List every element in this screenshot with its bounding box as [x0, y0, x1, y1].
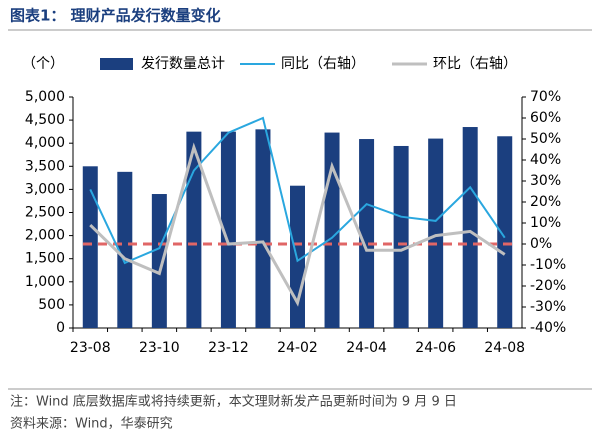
x-tick-label: 24-06 — [415, 340, 456, 356]
bar — [428, 138, 444, 328]
x-tick-label: 23-12 — [208, 340, 249, 356]
source: 资料来源：Wind，华泰研究 — [10, 417, 173, 432]
line-series — [89, 116, 506, 265]
legend-swatch — [100, 58, 133, 70]
x-tick-label: 23-08 — [70, 340, 111, 356]
x-tick-label: 24-02 — [277, 340, 318, 356]
y-tick-label: 0 — [56, 320, 65, 336]
bar — [324, 132, 340, 328]
y2-tick-label: 40% — [530, 152, 561, 168]
bar — [497, 136, 513, 328]
y2-tick-label: -20% — [530, 278, 566, 294]
bar — [117, 171, 133, 328]
y-tick-label: 4,500 — [25, 112, 65, 128]
y2-tick-label: -30% — [530, 299, 566, 315]
legend-label: 环比（右轴） — [433, 56, 517, 72]
bar — [151, 194, 167, 328]
y2-tick-label: 20% — [530, 194, 561, 210]
x-tick-label: 24-04 — [346, 340, 387, 356]
y2-tick-label: -10% — [530, 257, 566, 273]
y-axis-label: （个） — [22, 56, 64, 72]
y-tick-label: 1,500 — [25, 251, 65, 267]
y2-tick-label: -40% — [530, 320, 566, 336]
legend-label: 发行数量总计 — [141, 56, 225, 72]
chart-title: 图表1： 理财产品发行数量变化 — [10, 7, 221, 25]
bar — [82, 166, 98, 328]
y-tick-label: 500 — [38, 297, 65, 313]
y-tick-label: 2,000 — [25, 228, 65, 244]
bar — [255, 129, 271, 328]
y-tick-label: 1,000 — [25, 274, 65, 290]
y-tick-label: 3,000 — [25, 181, 65, 197]
y2-tick-label: 70% — [530, 89, 561, 105]
x-tick-label: 24-08 — [484, 340, 525, 356]
y-tick-label: 3,500 — [25, 158, 65, 174]
line-series — [89, 142, 506, 307]
y2-tick-label: 10% — [530, 215, 561, 231]
bar — [359, 139, 375, 328]
y2-tick-label: 30% — [530, 173, 561, 189]
y-tick-label: 5,000 — [25, 89, 65, 105]
y-tick-label: 4,000 — [25, 135, 65, 151]
y2-tick-label: 0% — [530, 236, 552, 252]
legend-label: 同比（右轴） — [281, 56, 365, 72]
bar — [462, 127, 478, 328]
y2-tick-label: 60% — [530, 110, 561, 126]
bar — [393, 145, 409, 328]
x-tick-label: 23-10 — [139, 340, 180, 356]
y-tick-label: 2,500 — [25, 205, 65, 221]
note: 注：Wind 底层数据库或将持续更新，本文理财新发产品更新时间为 9 月 9 日 — [10, 394, 457, 410]
bar — [220, 131, 236, 328]
y2-tick-label: 50% — [530, 131, 561, 147]
